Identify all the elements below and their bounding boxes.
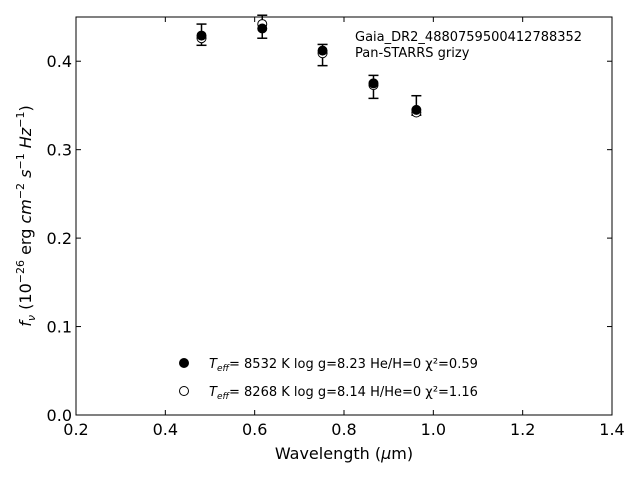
x-tick-label: 0.2 bbox=[63, 420, 88, 439]
x-tick-label: 1.4 bbox=[599, 420, 624, 439]
filled-model-point bbox=[411, 104, 422, 115]
x-tick-label: 1.0 bbox=[421, 420, 446, 439]
legend-label-2: Teff= 8268 K log g=8.14 H/He=0 χ²=1.16 bbox=[209, 385, 478, 402]
x-tick-label: 0.4 bbox=[153, 420, 178, 439]
filled-model-point bbox=[317, 45, 328, 56]
y-axis-label: fν (10−26 erg cm−2 s−1 Hz−1) bbox=[14, 105, 38, 326]
model-points bbox=[196, 19, 422, 118]
y-tick-label: 0.4 bbox=[47, 52, 72, 71]
x-axis-ticks: 0.2 0.4 0.6 0.8 1.0 1.2 1.4 bbox=[63, 17, 625, 439]
legend-marker-filled bbox=[179, 358, 189, 368]
y-axis-ticks: 0.0 0.1 0.2 0.3 0.4 bbox=[47, 52, 612, 425]
legend-marker-open bbox=[179, 386, 189, 396]
x-tick-label: 0.8 bbox=[331, 420, 356, 439]
plot-frame bbox=[75, 16, 613, 416]
y-tick-label: 0.0 bbox=[47, 406, 72, 425]
filled-model-point bbox=[257, 23, 268, 34]
x-tick-label: 0.6 bbox=[242, 420, 267, 439]
legend: Teff= 8532 K log g=8.23 He/H=0 χ²=0.59 T… bbox=[179, 357, 478, 402]
object-name-annotation: Gaia_DR2_4880759500412788352 bbox=[355, 30, 582, 45]
filled-model-point bbox=[196, 30, 207, 41]
filled-model-point bbox=[368, 78, 379, 89]
x-axis-label: Wavelength (μm) bbox=[275, 444, 413, 463]
survey-annotation: Pan-STARRS grizy bbox=[355, 46, 470, 61]
x-tick-label: 1.2 bbox=[510, 420, 535, 439]
y-tick-label: 0.2 bbox=[47, 229, 72, 248]
legend-label-1: Teff= 8532 K log g=8.23 He/H=0 χ²=0.59 bbox=[209, 357, 478, 374]
y-tick-label: 0.1 bbox=[47, 318, 72, 337]
y-tick-label: 0.3 bbox=[47, 141, 72, 160]
